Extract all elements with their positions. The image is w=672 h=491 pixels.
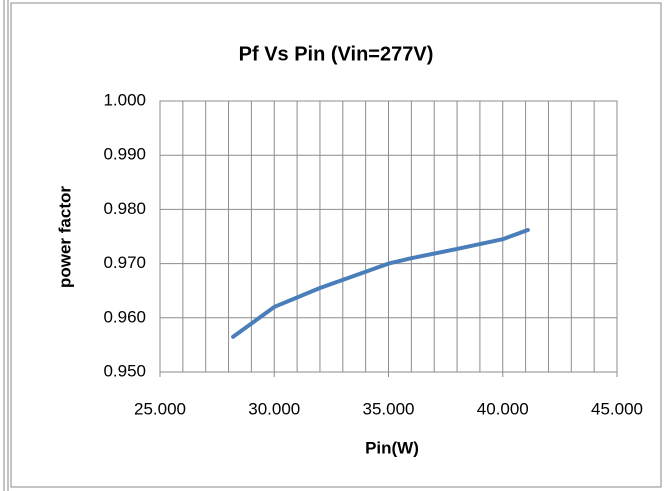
x-tick-label: 35.000 [363,399,415,418]
y-tick-label: 0.960 [103,307,146,326]
y-tick-label: 0.980 [103,199,146,218]
x-tick-label: 30.000 [248,399,300,418]
y-tick-label: 0.970 [103,253,146,272]
chart-border [10,2,662,488]
x-tick-label: 25.000 [134,399,186,418]
y-tick-label: 1.000 [103,90,146,109]
y-tick-label: 0.950 [103,361,146,380]
y-axis-label: power factor [55,186,74,288]
y-tick-label: 0.990 [103,145,146,164]
data-line [231,227,530,339]
x-tick-label: 45.000 [591,399,643,418]
plot-border [159,100,618,373]
x-tick-label: 40.000 [477,399,529,418]
x-axis-label: Pin(W) [365,438,419,457]
chart-title: Pf Vs Pin (Vin=277V) [239,43,434,65]
